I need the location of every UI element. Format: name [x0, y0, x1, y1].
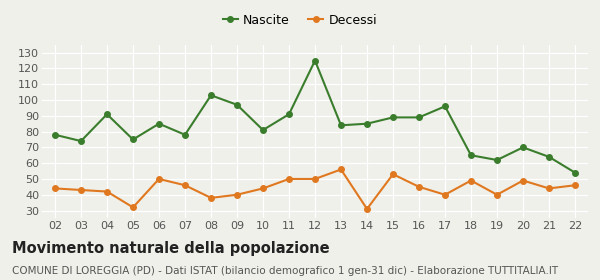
Nascite — [208, 94, 215, 97]
Decessi — [520, 179, 527, 182]
Nascite — [52, 133, 59, 136]
Nascite — [545, 155, 553, 158]
Nascite — [389, 116, 397, 119]
Decessi — [467, 179, 475, 182]
Line: Nascite: Nascite — [52, 58, 578, 175]
Legend: Nascite, Decessi: Nascite, Decessi — [218, 9, 382, 32]
Text: Movimento naturale della popolazione: Movimento naturale della popolazione — [12, 241, 329, 256]
Nascite — [103, 113, 110, 116]
Nascite — [311, 59, 319, 62]
Decessi — [208, 196, 215, 200]
Text: COMUNE DI LOREGGIA (PD) - Dati ISTAT (bilancio demografico 1 gen-31 dic) - Elabo: COMUNE DI LOREGGIA (PD) - Dati ISTAT (bi… — [12, 266, 558, 276]
Decessi — [442, 193, 449, 196]
Nascite — [415, 116, 422, 119]
Nascite — [337, 123, 344, 127]
Line: Decessi: Decessi — [52, 167, 578, 212]
Decessi — [364, 207, 371, 211]
Nascite — [130, 138, 137, 141]
Nascite — [77, 139, 85, 143]
Decessi — [233, 193, 241, 196]
Decessi — [493, 193, 500, 196]
Decessi — [103, 190, 110, 193]
Nascite — [467, 154, 475, 157]
Decessi — [311, 177, 319, 181]
Decessi — [155, 177, 163, 181]
Decessi — [130, 206, 137, 209]
Nascite — [571, 171, 578, 174]
Decessi — [415, 185, 422, 188]
Decessi — [571, 184, 578, 187]
Decessi — [52, 187, 59, 190]
Decessi — [181, 184, 188, 187]
Nascite — [259, 128, 266, 132]
Nascite — [442, 105, 449, 108]
Decessi — [389, 172, 397, 176]
Decessi — [286, 177, 293, 181]
Nascite — [364, 122, 371, 125]
Nascite — [155, 122, 163, 125]
Decessi — [545, 187, 553, 190]
Nascite — [520, 146, 527, 149]
Decessi — [337, 168, 344, 171]
Nascite — [181, 133, 188, 136]
Decessi — [259, 187, 266, 190]
Nascite — [233, 103, 241, 106]
Nascite — [286, 113, 293, 116]
Decessi — [77, 188, 85, 192]
Nascite — [493, 158, 500, 162]
